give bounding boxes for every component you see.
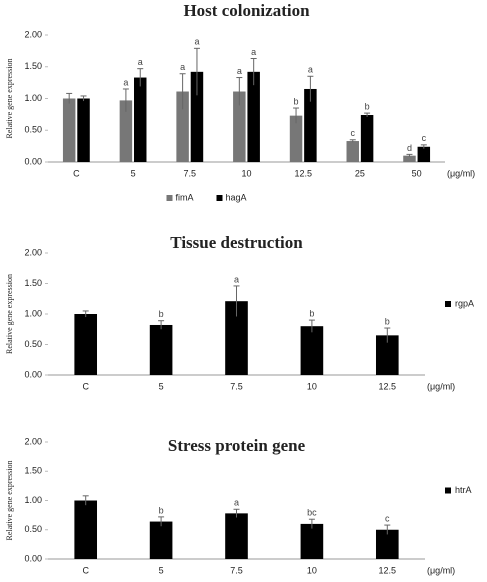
y-tick-label: 2.00 bbox=[24, 29, 42, 39]
y-tick-label: 1.00 bbox=[24, 308, 42, 318]
significance-letter: a bbox=[251, 47, 256, 57]
x-axis-label: (μg/ml) bbox=[427, 381, 455, 391]
significance-letter: c bbox=[385, 513, 390, 523]
x-tick-label: 12.5 bbox=[379, 381, 397, 391]
y-tick-label: 0.00 bbox=[24, 553, 42, 563]
bar bbox=[134, 77, 147, 162]
x-tick-label: 7.5 bbox=[230, 381, 243, 391]
y-tick-label: 0.50 bbox=[24, 339, 42, 349]
bar bbox=[375, 529, 399, 559]
legend-label: rgpA bbox=[455, 298, 474, 308]
bar bbox=[62, 98, 76, 162]
bar bbox=[375, 335, 399, 375]
y-axis-label: Relative gene expression bbox=[5, 461, 14, 541]
significance-letter: b bbox=[385, 316, 390, 326]
legend-label: htrA bbox=[455, 485, 472, 495]
bar bbox=[304, 88, 317, 162]
bar bbox=[225, 513, 248, 559]
x-tick-label: 10 bbox=[241, 168, 251, 178]
chart-title: Stress protein gene bbox=[168, 436, 306, 455]
legend-swatch bbox=[445, 301, 451, 307]
x-tick-label: 5 bbox=[131, 168, 136, 178]
bar bbox=[247, 71, 260, 162]
x-tick-label: 12.5 bbox=[294, 168, 312, 178]
y-axis-label: Relative gene expression bbox=[5, 59, 14, 139]
y-tick-label: 2.00 bbox=[24, 436, 42, 446]
y-tick-label: 1.50 bbox=[24, 61, 42, 71]
significance-letter: b bbox=[159, 309, 164, 319]
x-tick-label: 10 bbox=[307, 565, 317, 575]
x-tick-label: 7.5 bbox=[230, 565, 243, 575]
y-tick-label: 0.00 bbox=[24, 369, 42, 379]
x-tick-label: 5 bbox=[159, 565, 164, 575]
y-tick-label: 1.50 bbox=[24, 278, 42, 288]
x-axis-label: (μg/ml) bbox=[447, 168, 475, 178]
bar bbox=[300, 523, 324, 559]
legend-label: fimA bbox=[176, 192, 194, 202]
significance-letter: a bbox=[234, 498, 239, 508]
significance-letter: a bbox=[308, 65, 313, 75]
y-tick-label: 1.50 bbox=[24, 466, 42, 476]
significance-letter: b bbox=[309, 308, 314, 318]
bar bbox=[149, 324, 173, 375]
significance-letter: b bbox=[294, 96, 299, 106]
significance-letter: b bbox=[159, 505, 164, 515]
significance-letter: a bbox=[180, 62, 185, 72]
legend-label: hagA bbox=[226, 192, 247, 202]
significance-letter: c bbox=[422, 133, 427, 143]
x-tick-label: C bbox=[73, 168, 80, 178]
bar bbox=[417, 146, 431, 162]
significance-letter: a bbox=[237, 66, 242, 76]
x-axis-label: (μg/ml) bbox=[427, 565, 455, 575]
legend-swatch bbox=[166, 195, 173, 201]
bar bbox=[360, 115, 374, 162]
bar bbox=[149, 521, 173, 559]
bar bbox=[403, 155, 416, 162]
y-tick-label: 2.00 bbox=[24, 247, 42, 257]
bar bbox=[74, 314, 98, 375]
x-tick-label: C bbox=[82, 565, 89, 575]
y-tick-label: 0.00 bbox=[24, 156, 42, 166]
bar bbox=[77, 98, 90, 162]
legend-swatch bbox=[445, 487, 451, 494]
significance-letter: bc bbox=[307, 508, 317, 518]
significance-letter: b bbox=[365, 101, 370, 111]
bar bbox=[190, 71, 204, 162]
significance-letter: c bbox=[351, 128, 356, 138]
x-tick-label: C bbox=[82, 381, 89, 391]
bar bbox=[289, 115, 303, 162]
bar bbox=[119, 100, 133, 162]
bar bbox=[300, 326, 324, 375]
x-tick-label: 5 bbox=[159, 381, 164, 391]
x-tick-label: 7.5 bbox=[184, 168, 197, 178]
x-tick-label: 12.5 bbox=[379, 565, 397, 575]
significance-letter: a bbox=[138, 57, 143, 67]
y-tick-label: 1.00 bbox=[24, 93, 42, 103]
bar bbox=[225, 301, 248, 375]
x-tick-label: 50 bbox=[412, 168, 422, 178]
bar bbox=[346, 141, 359, 162]
chart-title: Tissue destruction bbox=[170, 233, 303, 252]
significance-letter: d bbox=[407, 143, 412, 153]
y-tick-label: 0.50 bbox=[24, 524, 42, 534]
significance-letter: a bbox=[123, 77, 128, 87]
y-axis-label: Relative gene expression bbox=[5, 274, 14, 354]
x-tick-label: 10 bbox=[307, 381, 317, 391]
significance-letter: a bbox=[234, 274, 239, 284]
x-tick-label: 25 bbox=[355, 168, 365, 178]
bar bbox=[176, 91, 189, 162]
significance-letter: a bbox=[194, 37, 199, 47]
legend-swatch bbox=[216, 195, 223, 201]
y-tick-label: 0.50 bbox=[24, 125, 42, 135]
chart-title: Host colonization bbox=[183, 1, 310, 20]
bar bbox=[233, 91, 246, 162]
y-tick-label: 1.00 bbox=[24, 495, 42, 505]
bar bbox=[74, 500, 98, 559]
